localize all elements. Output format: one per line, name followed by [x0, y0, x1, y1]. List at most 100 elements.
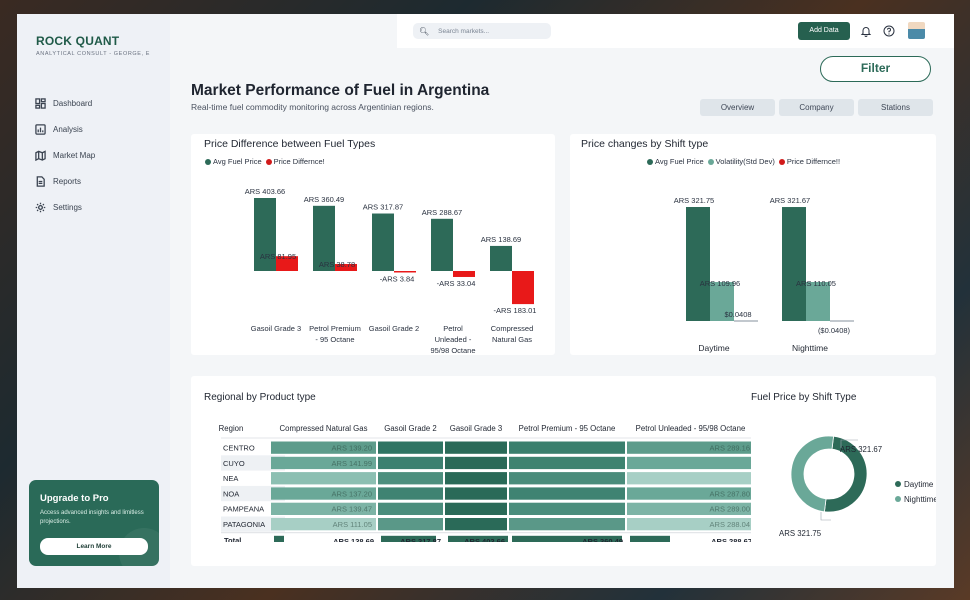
heat-cell	[509, 456, 625, 470]
heat-cell-value: ARS 139.47	[332, 505, 372, 514]
matrix-column-header: Compressed Natural Gas	[280, 424, 368, 433]
tab-company[interactable]: Company	[779, 99, 854, 116]
legend-label: Price Differnce!!	[786, 157, 841, 166]
legend-swatch-vol	[707, 158, 714, 165]
heat-cell	[509, 441, 625, 454]
x-tick-label: Petrol Premium	[309, 324, 361, 333]
slice-label-daytime: ARS 321.75	[779, 529, 822, 538]
heat-cell	[378, 518, 443, 531]
sidebar-nav: Dashboard Analysis Market Map Reports Se…	[35, 90, 165, 220]
total-value: ARS 403.66	[464, 537, 505, 542]
add-data-button[interactable]: Add Data	[798, 22, 850, 40]
total-bar	[381, 535, 436, 542]
heat-cell-value: ARS 137.20	[332, 489, 372, 498]
bar-label-diff: -ARS 183.01	[494, 306, 537, 315]
chart-title: Price changes by Shift type	[581, 138, 709, 150]
bar-price-difference	[734, 320, 758, 322]
donut-title: Fuel Price by Shift Type	[751, 392, 857, 403]
bar-label-avg: ARS 321.75	[674, 196, 714, 205]
sidebar-item-reports[interactable]: Reports	[35, 168, 165, 194]
matrix-column-header: Petrol Unleaded - 95/98 Octane	[636, 424, 746, 433]
legend-swatch-avg	[647, 158, 653, 165]
heat-cell	[627, 472, 751, 485]
page-title: Market Performance of Fuel in Argentina	[191, 82, 490, 99]
heat-cell	[509, 502, 625, 515]
slice-label-nighttime: ARS 321.67	[840, 445, 882, 454]
sidebar-item-market-map[interactable]: Market Map	[35, 142, 165, 168]
bell-icon[interactable]	[860, 25, 872, 37]
x-tick-label: 95/98 Octane	[430, 346, 475, 354]
slice-nighttime	[790, 435, 834, 513]
x-tick-label: Natural Gas	[492, 335, 532, 344]
legend-swatch-avg	[205, 158, 211, 165]
label-leader	[840, 439, 858, 448]
matrix-column-header: Gasoil Grade 3	[450, 424, 502, 433]
heat-cell	[509, 472, 625, 485]
heat-cell-value: ARS 141.99	[332, 459, 372, 468]
legend-label: Daytime	[904, 480, 934, 489]
tab-stations[interactable]: Stations	[858, 99, 933, 116]
brand-subtitle: ANALYTICAL CONSULT - GEORGE, E	[36, 51, 151, 57]
bar-label-avg: ARS 317.87	[363, 203, 403, 212]
x-tick-label: Daytime	[698, 343, 729, 353]
legend-swatch	[895, 481, 901, 487]
legend-label: Avg Fuel Price	[213, 157, 262, 166]
sidebar-item-label: Settings	[53, 202, 82, 212]
sidebar-item-label: Dashboard	[53, 98, 93, 108]
bar-price-difference	[335, 263, 357, 271]
shift-price-card	[570, 134, 936, 355]
donut-chart: ARS 321.67 ARS 321.75 Daytime Nighttime	[779, 435, 936, 538]
reports-icon	[36, 175, 45, 187]
chart-legend: Avg Fuel Price Price Differnce!	[205, 157, 329, 166]
heat-cell-value: ARS 287.80	[710, 489, 750, 498]
heat-cell	[271, 472, 376, 485]
matrix-title: Regional by Product type	[204, 392, 316, 403]
heat-cell	[627, 487, 751, 500]
bar-label-diff: -ARS 33.04	[437, 279, 476, 288]
heat-cell	[445, 502, 507, 515]
sidebar: ROCK QUANT ANALYTICAL CONSULT - GEORGE, …	[17, 14, 170, 588]
bar-volatility	[710, 282, 734, 321]
legend-label: Price Differnce!	[273, 157, 325, 166]
heat-cell	[627, 502, 751, 515]
matrix-row-label: NEA	[223, 474, 238, 483]
bar-label-avg: ARS 360.49	[304, 195, 344, 204]
sidebar-item-analysis[interactable]: Analysis	[35, 116, 165, 142]
bar-avg-fuel-price	[372, 213, 394, 271]
heat-cell	[627, 456, 751, 470]
avatar[interactable]	[908, 22, 925, 39]
regional-matrix: Region Compressed Natural Gas Gasoil Grade…	[219, 424, 751, 542]
sidebar-item-settings[interactable]: Settings	[35, 194, 165, 220]
help-icon[interactable]	[883, 25, 895, 37]
heat-cell	[445, 487, 507, 500]
bar-price-difference	[276, 256, 298, 271]
bar-label-diff: -ARS 3.84	[380, 275, 415, 284]
heat-cell	[445, 456, 507, 470]
bar-price-difference	[453, 271, 475, 277]
legend-label: Nighttime	[904, 495, 936, 504]
search-input[interactable]: 🔍︎ Search markets...	[413, 23, 551, 39]
matrix-column-header: Petrol Premium - 95 Octane	[519, 424, 616, 433]
learn-more-button[interactable]: Learn More	[40, 538, 148, 555]
heat-cell	[445, 441, 507, 454]
bar-avg-fuel-price	[490, 245, 512, 271]
x-tick-label: Gasoil Grade 3	[251, 324, 301, 333]
page-subtitle: Real-time fuel commodity monitoring acro…	[191, 102, 434, 112]
heat-cell-value: ARS 288.04	[710, 520, 750, 529]
total-bar	[448, 535, 508, 542]
heat-cell	[378, 441, 443, 454]
brand-name: ROCK QUANT	[36, 34, 120, 48]
heat-cell	[509, 518, 625, 531]
total-value: ARS 288.67	[711, 537, 751, 542]
bar-avg-fuel-price	[686, 207, 710, 321]
heat-cell	[627, 441, 751, 454]
tab-overview[interactable]: Overview	[700, 99, 775, 116]
x-tick-label: Gasoil Grade 2	[369, 324, 419, 333]
heat-cell	[378, 472, 443, 485]
filter-button[interactable]: Filter	[820, 56, 931, 82]
heat-cell-value: ARS 111.05	[333, 520, 372, 529]
x-tick-label: Compressed	[491, 324, 534, 333]
legend-swatch-diff	[265, 158, 272, 165]
sidebar-item-dashboard[interactable]: Dashboard	[35, 90, 165, 116]
heat-cell-value: ARS 289.00	[710, 505, 750, 514]
